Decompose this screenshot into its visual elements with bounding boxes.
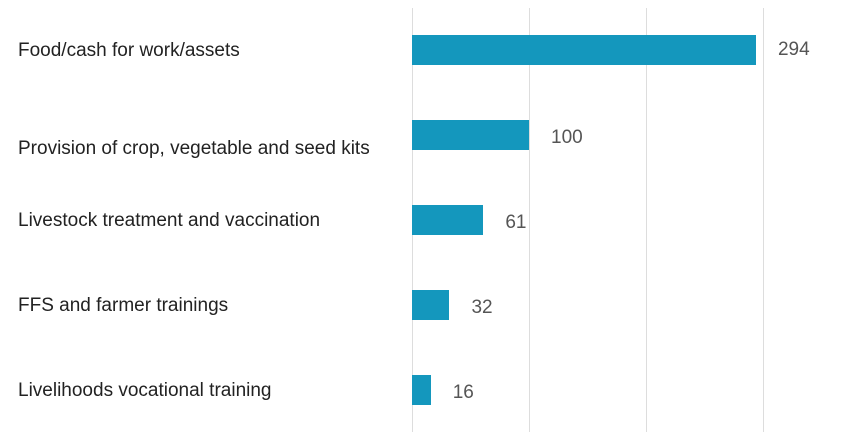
bar: [412, 120, 529, 150]
value-label: 61: [505, 212, 527, 233]
category-label: Food/cash for work/assets: [18, 39, 240, 61]
value-label: 32: [471, 297, 493, 318]
grid-line: [645, 8, 647, 432]
value-label: 294: [777, 39, 810, 60]
value-label: 16: [452, 382, 474, 403]
bar: [412, 35, 756, 65]
category-label: Livestock treatment and vaccination: [18, 209, 321, 231]
value-label: 100: [551, 127, 583, 148]
category-label: Livelihoods vocational training: [18, 379, 272, 401]
category-label: FFS and farmer trainings: [18, 294, 229, 316]
grid-line: [762, 8, 764, 432]
category-label: Provision of crop, vegetable and seed ki…: [18, 137, 370, 159]
bar: [412, 375, 431, 405]
grid-line: [528, 8, 530, 432]
bar: [412, 290, 450, 320]
bar: [412, 205, 484, 235]
